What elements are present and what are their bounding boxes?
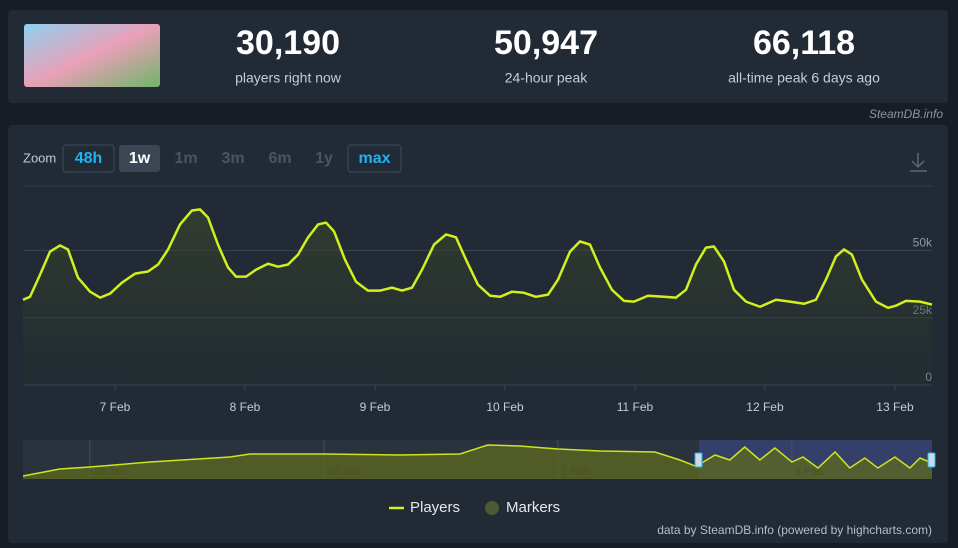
legend-label[interactable]: Markers xyxy=(506,499,560,516)
stat-value: 30,190 xyxy=(236,24,340,62)
x-tick-label: 11 Feb xyxy=(617,400,654,414)
x-tick-label: 9 Feb xyxy=(360,400,391,414)
source: SteamDB.info xyxy=(869,107,943,121)
zoom-option[interactable]: 6m xyxy=(268,150,291,167)
navigator-area xyxy=(23,445,932,479)
area-fill xyxy=(23,209,932,385)
stats-panel xyxy=(8,10,948,103)
stat-label: players right now xyxy=(235,70,342,86)
game-thumbnail xyxy=(24,24,160,87)
download-icon[interactable] xyxy=(910,153,927,172)
stat-label: 24-hour peak xyxy=(505,70,589,86)
zoom-button[interactable] xyxy=(347,144,402,173)
zoom-option[interactable]: max xyxy=(358,150,390,167)
legend-swatch xyxy=(485,501,499,515)
x-tick-label: 10 Feb xyxy=(486,400,524,414)
zoom-label: Zoom xyxy=(23,150,56,165)
zoom-button[interactable] xyxy=(62,144,115,173)
stat-label: all-time peak 6 days ago xyxy=(728,70,880,86)
line xyxy=(22,208,933,310)
x-tick-label: 12 Feb xyxy=(746,400,784,414)
zoom-option[interactable]: 3m xyxy=(221,150,244,167)
zoom-button[interactable] xyxy=(119,145,160,172)
legend-label[interactable]: Players xyxy=(410,499,460,516)
zoom-option[interactable]: 1y xyxy=(315,150,333,167)
credits: data by SteamDB.info (powered by highcha… xyxy=(657,523,932,537)
x-tick-label: 7 Feb xyxy=(100,400,131,414)
zoom-option[interactable]: 48h xyxy=(75,150,103,167)
navigator-handle[interactable] xyxy=(694,452,703,468)
x-tick-label: 13 Feb xyxy=(876,400,914,414)
zoom-option[interactable]: 1w xyxy=(129,150,151,167)
y-tick-label: 50k xyxy=(913,236,933,250)
zoom-option[interactable]: 1m xyxy=(174,150,197,167)
stat-value: 66,118 xyxy=(753,24,855,62)
navigator-handle[interactable] xyxy=(927,452,936,468)
stat-value: 50,947 xyxy=(494,24,598,62)
x-tick-label: 8 Feb xyxy=(230,400,261,414)
